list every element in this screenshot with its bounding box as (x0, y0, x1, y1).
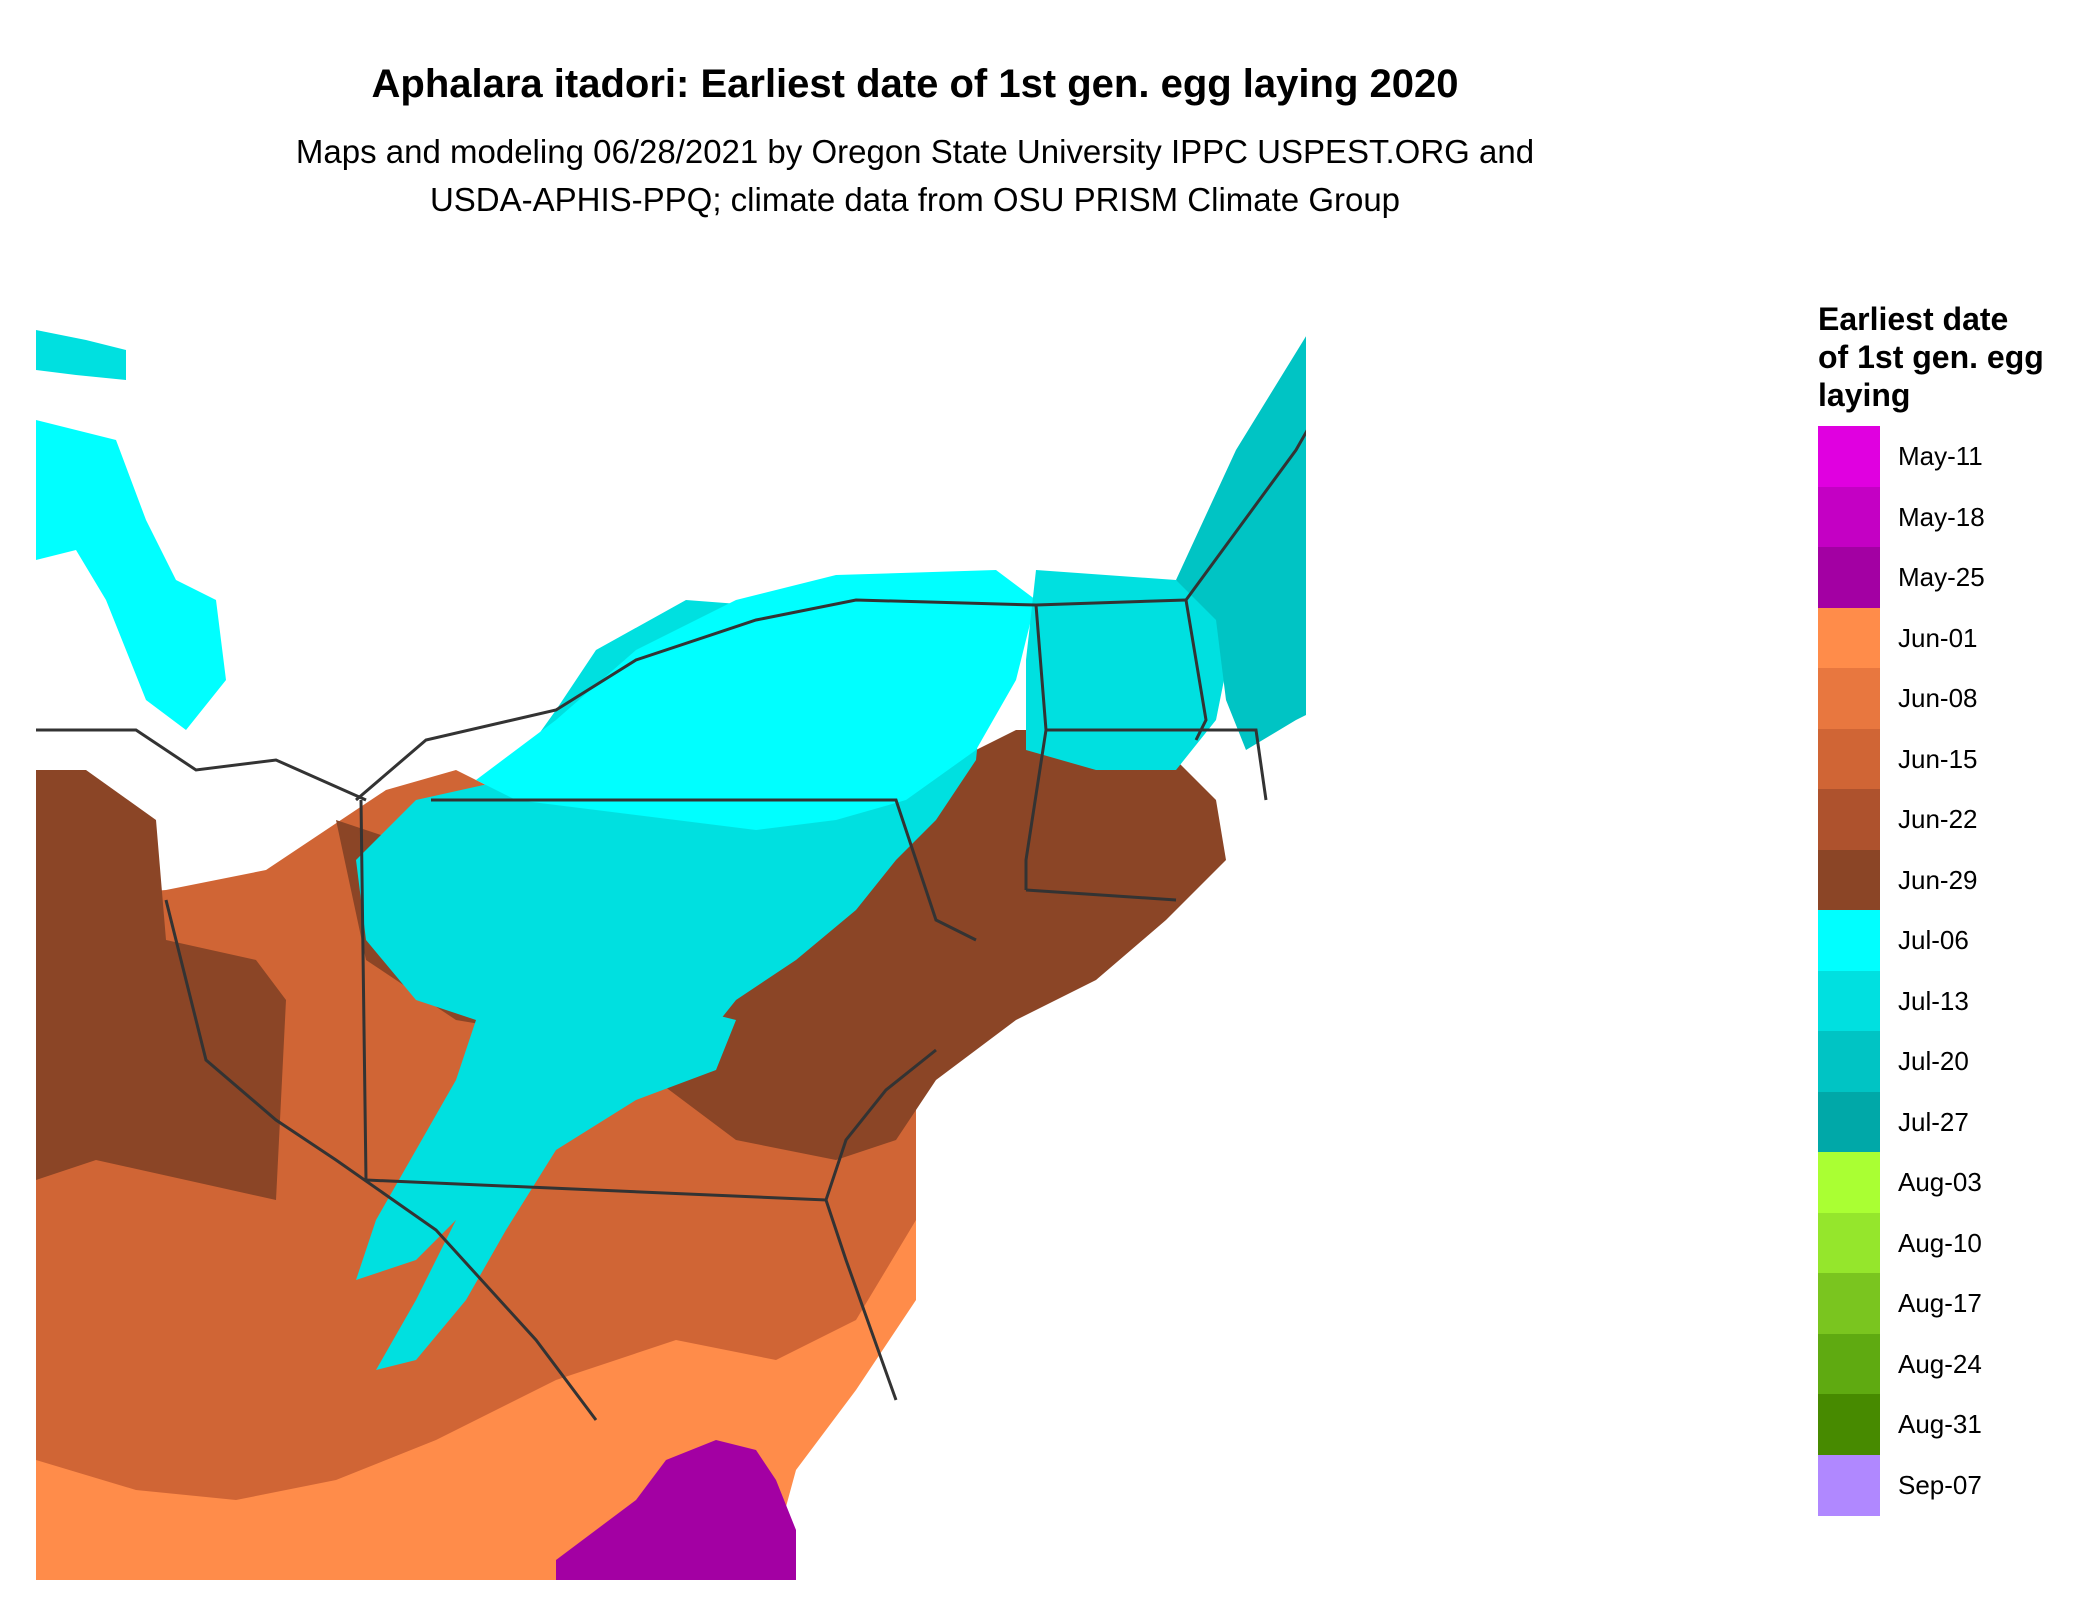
legend-swatch (1818, 1394, 1880, 1455)
legend-label: May-25 (1898, 562, 1985, 592)
legend-item: Jul-06 (1818, 910, 2088, 971)
legend-item: Jun-01 (1818, 607, 2088, 669)
legend-swatch (1818, 849, 1880, 911)
legend-swatch (1818, 1454, 1880, 1516)
map-title: Aphalara itadori: Earliest date of 1st g… (371, 62, 1459, 106)
legend-label: Jul-06 (1898, 925, 1969, 955)
legend-swatch (1818, 1333, 1880, 1395)
legend-item: Jun-29 (1818, 849, 2088, 911)
legend-swatch (1818, 1152, 1880, 1213)
legend-swatch (1818, 668, 1880, 729)
legend-label: Jul-20 (1898, 1046, 1969, 1076)
legend-label: Jun-15 (1898, 743, 1978, 774)
legend-label: Jul-13 (1898, 985, 1969, 1016)
legend-swatch (1818, 970, 1880, 1032)
legend-item: Jun-15 (1818, 728, 2088, 790)
legend-item: Aug-24 (1818, 1333, 2088, 1395)
region-cyan-maine (1176, 336, 1306, 750)
legend-swatch (1818, 1212, 1880, 1274)
legend-items: May-11 May-18 May-25 Jun-01 Jun-08 Jun-15 Jun-… (1818, 426, 2088, 1516)
legend-item: Aug-03 (1818, 1152, 2088, 1213)
legend-item: Aug-10 (1818, 1212, 2088, 1274)
legend-item: Sep-07 (1818, 1454, 2088, 1516)
legend-label: Jun-01 (1898, 622, 1978, 653)
legend-swatch (1818, 728, 1880, 790)
map-subtitle: Maps and modeling 06/28/2021 by Oregon S… (0, 128, 1830, 224)
legend-label: Aug-24 (1898, 1348, 1982, 1379)
legend-item: May-25 (1818, 547, 2088, 608)
legend-swatch (1818, 910, 1880, 971)
legend-label: Aug-17 (1898, 1288, 1982, 1318)
region-cyan-michigan (36, 420, 226, 730)
legend-swatch (1818, 547, 1880, 608)
legend-title-line-3: laying (1818, 377, 1911, 413)
legend-swatch (1818, 486, 1880, 548)
region-cyan-ontario-top (36, 330, 126, 380)
legend-item: Aug-31 (1818, 1394, 2088, 1455)
legend-label: Aug-10 (1898, 1227, 1982, 1258)
state-borders (36, 429, 1306, 1421)
legend-swatch (1818, 607, 1880, 669)
legend-swatch (1818, 1031, 1880, 1092)
northeast-us-map (36, 330, 1306, 1580)
legend-item: May-11 (1818, 426, 2088, 487)
legend-swatch (1818, 789, 1880, 850)
legend-item: Jul-13 (1818, 970, 2088, 1032)
legend-label: Sep-07 (1898, 1469, 1982, 1500)
legend-label: Aug-31 (1898, 1409, 1982, 1439)
legend-label: Jun-22 (1898, 804, 1978, 834)
region-cyan-ny-north (476, 570, 1036, 830)
legend-label: Jun-08 (1898, 683, 1978, 713)
legend-label: Jul-27 (1898, 1106, 1969, 1137)
legend-label: May-11 (1898, 441, 1983, 471)
legend-label: May-18 (1898, 501, 1985, 532)
legend-label: Jun-29 (1898, 864, 1978, 895)
legend-swatch (1818, 426, 1880, 487)
legend-item: May-18 (1818, 486, 2088, 548)
region-magenta-virginia (556, 1440, 796, 1580)
legend-item: Jun-22 (1818, 789, 2088, 850)
legend-title: Earliest date of 1st gen. egg laying (1818, 300, 2088, 414)
legend-item: Jul-27 (1818, 1091, 2088, 1153)
legend-item: Jun-08 (1818, 668, 2088, 729)
legend-item: Jul-20 (1818, 1031, 2088, 1092)
subtitle-line-2: USDA-APHIS-PPQ; climate data from OSU PR… (429, 181, 1401, 218)
subtitle-line-1: Maps and modeling 06/28/2021 by Oregon S… (295, 133, 1535, 170)
legend-title-line-1: Earliest date (1818, 301, 2009, 337)
legend-item: Aug-17 (1818, 1273, 2088, 1334)
legend-swatch (1818, 1091, 1880, 1153)
region-cyan-vt-nh (1026, 570, 1236, 770)
legend-swatch (1818, 1273, 1880, 1334)
region-brown-ohio (36, 770, 286, 1200)
legend: Earliest date of 1st gen. egg laying May… (1818, 300, 2088, 1516)
legend-label: Aug-03 (1898, 1167, 1982, 1197)
legend-title-line-2: of 1st gen. egg (1818, 339, 2044, 375)
region-cyan-ridge (376, 1000, 736, 1370)
